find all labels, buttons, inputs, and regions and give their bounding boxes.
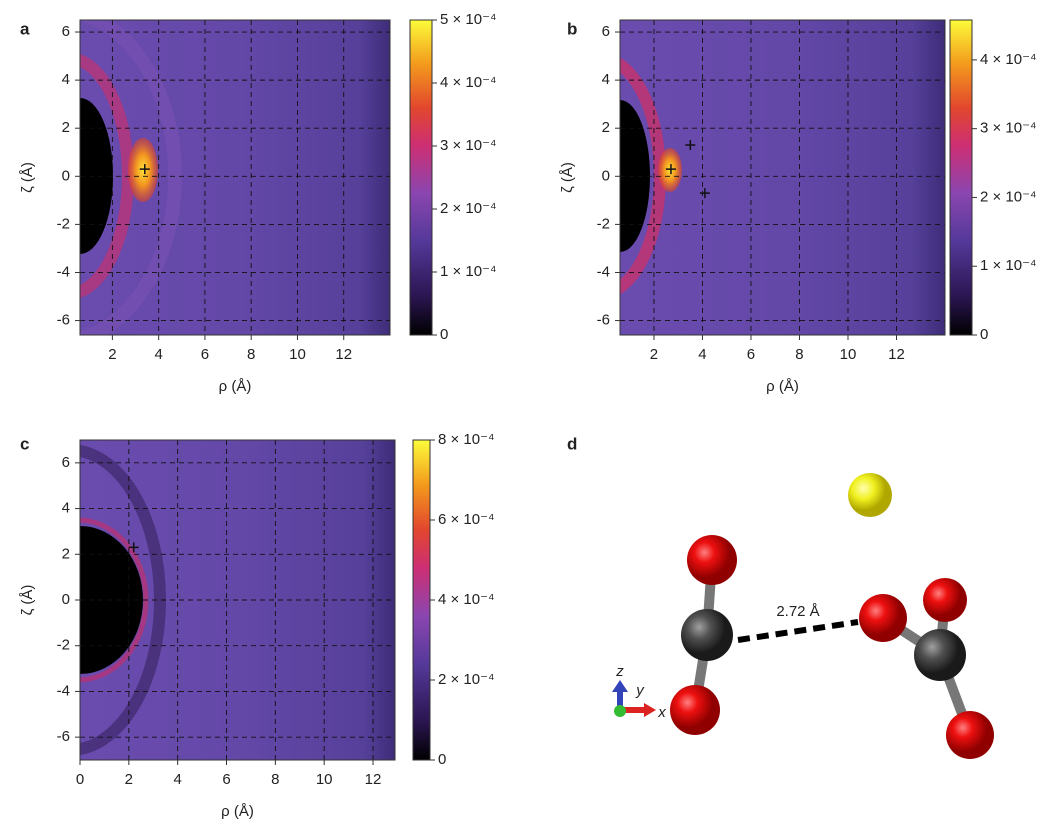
plot-frame xyxy=(619,19,946,336)
x-tick-label: 6 xyxy=(747,346,755,363)
colorbar-label: 3 × 10⁻⁴ xyxy=(440,137,496,154)
x-tick-label: 8 xyxy=(271,771,279,788)
plot-frame xyxy=(79,439,396,761)
y-tick-label: -2 xyxy=(597,215,610,232)
x-tick-label: 4 xyxy=(154,346,162,363)
colorbar-label: 5 × 10⁻⁴ xyxy=(440,11,496,28)
y-tick-label: 4 xyxy=(62,71,70,88)
colorbar-label: 6 × 10⁻⁴ xyxy=(438,511,494,528)
panel-label: b xyxy=(567,19,577,38)
x-tick-label: 12 xyxy=(888,346,905,363)
colorbar xyxy=(409,19,433,336)
colorbar-label: 4 × 10⁻⁴ xyxy=(980,51,1036,68)
y-tick-label: -2 xyxy=(57,637,70,654)
marker xyxy=(665,164,676,175)
y-tick-label: 2 xyxy=(602,119,610,136)
y-tick-label: 4 xyxy=(62,500,70,517)
y-tick-label: -2 xyxy=(57,215,70,232)
axis-label: x xyxy=(657,704,666,721)
colorbar-label: 0 xyxy=(440,326,448,343)
colorbar-label: 4 × 10⁻⁴ xyxy=(438,591,494,608)
y-tick-label: -4 xyxy=(597,263,610,280)
y-axis-label: ζ (Å) xyxy=(19,585,36,616)
x-tick-label: 8 xyxy=(247,346,255,363)
marker xyxy=(699,188,710,199)
x-tick-label: 6 xyxy=(222,771,230,788)
x-tick-label: 10 xyxy=(289,346,306,363)
x-tick-label: 12 xyxy=(365,771,382,788)
y-tick-label: 0 xyxy=(602,167,610,184)
y-axis-label: ζ (Å) xyxy=(559,162,576,193)
colorbar-label: 1 × 10⁻⁴ xyxy=(980,257,1036,274)
colorbar-label: 1 × 10⁻⁴ xyxy=(440,263,496,280)
x-tick-label: 2 xyxy=(108,346,116,363)
x-tick-label: 2 xyxy=(650,346,658,363)
panel-label: a xyxy=(20,19,30,38)
x-tick-label: 10 xyxy=(840,346,857,363)
distance-label: 2.72 Å xyxy=(776,603,819,620)
colorbar-label: 0 xyxy=(980,326,988,343)
colorbar-label: 4 × 10⁻⁴ xyxy=(440,74,496,91)
y-tick-label: 6 xyxy=(62,23,70,40)
y-tick-label: 6 xyxy=(602,23,610,40)
x-tick-label: 4 xyxy=(698,346,706,363)
colorbar-label: 2 × 10⁻⁴ xyxy=(980,188,1036,205)
y-axis-label: ζ (Å) xyxy=(19,162,36,193)
marker xyxy=(128,542,139,553)
colorbar-label: 2 × 10⁻⁴ xyxy=(438,671,494,688)
y-tick-label: 2 xyxy=(62,545,70,562)
panel-label: d xyxy=(567,434,577,453)
y-tick-label: 6 xyxy=(62,454,70,471)
marker xyxy=(685,140,696,151)
heatmap-a xyxy=(80,20,390,335)
x-tick-label: 8 xyxy=(795,346,803,363)
y-tick-label: 0 xyxy=(62,167,70,184)
plot-frame xyxy=(79,19,391,336)
colorbar-label: 2 × 10⁻⁴ xyxy=(440,200,496,217)
colorbar xyxy=(949,19,973,336)
y-tick-label: -6 xyxy=(597,312,610,329)
y-tick-label: -4 xyxy=(57,263,70,280)
colorbar-label: 8 × 10⁻⁴ xyxy=(438,431,494,448)
x-axis-label: ρ (Å) xyxy=(221,803,254,820)
panel-label: c xyxy=(20,434,29,453)
x-tick-label: 6 xyxy=(201,346,209,363)
x-axis-label: ρ (Å) xyxy=(766,378,799,395)
y-tick-label: -6 xyxy=(57,312,70,329)
molecule-diagram xyxy=(612,473,994,759)
x-tick-label: 4 xyxy=(174,771,182,788)
colorbar-label: 3 × 10⁻⁴ xyxy=(980,120,1036,137)
x-axis-label: ρ (Å) xyxy=(219,378,252,395)
axis-label: y xyxy=(635,682,645,699)
y-tick-label: -4 xyxy=(57,682,70,699)
y-tick-label: 4 xyxy=(602,71,610,88)
colorbar xyxy=(412,439,431,761)
marker xyxy=(139,164,150,175)
x-tick-label: 12 xyxy=(335,346,352,363)
y-tick-label: 2 xyxy=(62,119,70,136)
y-tick-label: -6 xyxy=(57,728,70,745)
x-tick-label: 10 xyxy=(316,771,333,788)
x-tick-label: 0 xyxy=(76,771,84,788)
x-tick-label: 2 xyxy=(125,771,133,788)
y-tick-label: 0 xyxy=(62,591,70,608)
colorbar-label: 0 xyxy=(438,751,446,768)
axis-label: z xyxy=(615,663,624,680)
